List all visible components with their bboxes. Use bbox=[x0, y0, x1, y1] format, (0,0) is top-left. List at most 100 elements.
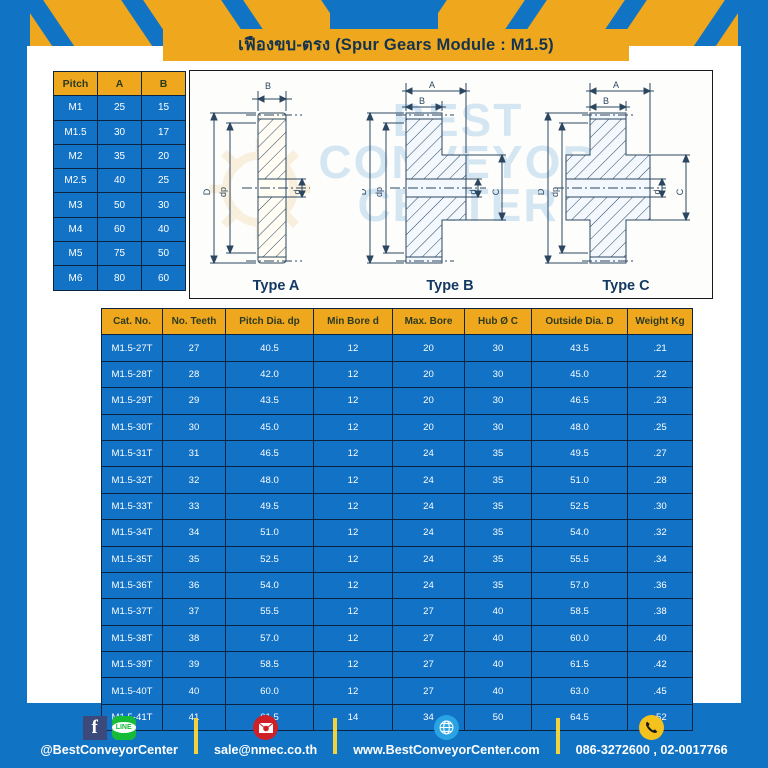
pitch-cell-name: M4 bbox=[53, 216, 98, 243]
pitch-table-row: M3 50 30 bbox=[53, 192, 186, 218]
dim-label-dp: dp bbox=[374, 187, 384, 197]
spec-cell-value: 46.5 bbox=[531, 387, 628, 415]
spec-cell-cat-no: M1.5-30T bbox=[101, 413, 163, 441]
phone-icon-wrap bbox=[639, 715, 665, 741]
spec-cell-value: 35 bbox=[464, 571, 532, 600]
pitch-cell-value: 15 bbox=[141, 95, 186, 121]
spec-cell-value: 30 bbox=[464, 360, 532, 389]
phone-number: 086-3272600 , 02-0017766 bbox=[575, 742, 728, 757]
dim-label-b: B bbox=[265, 81, 271, 91]
globe-icon[interactable] bbox=[433, 715, 459, 740]
spec-cell-value: 12 bbox=[313, 598, 393, 626]
pitch-table-header-row: Pitch A B bbox=[53, 70, 186, 97]
spec-cell-value: 12 bbox=[313, 624, 393, 653]
spec-cell-value: 12 bbox=[313, 413, 393, 441]
spec-cell-value: 60.0 bbox=[531, 624, 628, 653]
page-title-text: เฟืองขบ-ตรง (Spur Gears Module : M1.5) bbox=[238, 36, 554, 54]
spec-cell-value: 35 bbox=[464, 519, 532, 547]
table-row: M1.5-40T 40 60.0 12 27 40 63.0.45 bbox=[101, 677, 693, 705]
phone-icon[interactable] bbox=[639, 715, 665, 740]
spec-col-header: Cat. No. bbox=[101, 307, 163, 336]
spec-cell-value: 20 bbox=[392, 360, 465, 389]
pitch-cell-value: 60 bbox=[141, 265, 186, 291]
spec-cell-value: 46.5 bbox=[225, 439, 314, 468]
spec-cell-value: .38 bbox=[627, 598, 693, 626]
spec-cell-value: 40 bbox=[464, 624, 532, 653]
spec-cell-value: .32 bbox=[627, 519, 693, 547]
spec-cell-value: 45.0 bbox=[531, 360, 628, 389]
spec-cell-value: 12 bbox=[313, 360, 393, 389]
spec-cell-value: 51.0 bbox=[225, 519, 314, 547]
email-icon[interactable] bbox=[253, 715, 279, 740]
pitch-cell-name: M1 bbox=[53, 95, 98, 121]
spec-cell-value: 39 bbox=[162, 651, 226, 679]
spec-col-header: Pitch Dia. dp bbox=[225, 307, 314, 336]
pitch-table-row: M5 75 50 bbox=[53, 241, 186, 267]
spec-cell-value: 20 bbox=[392, 413, 465, 441]
spec-cell-value: 36 bbox=[162, 571, 226, 600]
table-row: M1.5-31T 31 46.5 12 24 35 49.5.27 bbox=[101, 439, 693, 468]
spec-cell-value: 42.0 bbox=[225, 360, 314, 389]
gear-spec-table: Cat. No. No. Teeth Pitch Dia. dp Min Bore d… bbox=[101, 307, 693, 732]
footer-email[interactable]: sale@nmec.co.th bbox=[198, 715, 333, 757]
spec-cell-cat-no: M1.5-36T bbox=[101, 571, 163, 600]
spec-cell-cat-no: M1.5-32T bbox=[101, 466, 163, 494]
gear-type-diagrams: BEST CONVEYOR CENTER bbox=[189, 70, 713, 299]
spec-cell-value: 48.0 bbox=[225, 466, 314, 494]
spec-cell-value: 12 bbox=[313, 651, 393, 679]
spec-cell-value: .25 bbox=[627, 413, 693, 441]
footer-phone[interactable]: 086-3272600 , 02-0017766 bbox=[560, 715, 744, 757]
globe-icon-wrap bbox=[433, 715, 459, 741]
spec-cell-cat-no: M1.5-33T bbox=[101, 492, 163, 521]
spec-cell-value: 48.0 bbox=[531, 413, 628, 441]
spec-cell-value: 58.5 bbox=[531, 598, 628, 626]
spec-cell-value: 54.0 bbox=[531, 519, 628, 547]
pitch-cell-value: 40 bbox=[141, 216, 186, 243]
spec-cell-value: 12 bbox=[313, 387, 393, 415]
pitch-cell-name: M1.5 bbox=[53, 119, 98, 145]
spec-cell-value: 35 bbox=[464, 466, 532, 494]
spec-cell-cat-no: M1.5-39T bbox=[101, 651, 163, 679]
dim-label-b: B bbox=[419, 96, 425, 106]
pitch-cell-value: 60 bbox=[97, 216, 142, 243]
spec-cell-value: 24 bbox=[392, 492, 465, 521]
spec-cell-value: 37 bbox=[162, 598, 226, 626]
spec-cell-value: .34 bbox=[627, 545, 693, 573]
spec-cell-value: 55.5 bbox=[531, 545, 628, 573]
spec-cell-value: 27 bbox=[162, 334, 226, 362]
line-icon-label: LINE bbox=[111, 722, 136, 733]
pitch-table-row: M4 60 40 bbox=[53, 216, 186, 243]
spec-cell-cat-no: M1.5-29T bbox=[101, 387, 163, 415]
spec-cell-value: 20 bbox=[392, 387, 465, 415]
pitch-col-header: B bbox=[141, 70, 186, 97]
pitch-cell-value: 25 bbox=[97, 95, 142, 121]
spec-cell-value: .21 bbox=[627, 334, 693, 362]
table-row: M1.5-33T 33 49.5 12 24 35 52.5.30 bbox=[101, 492, 693, 521]
spec-cell-value: .42 bbox=[627, 651, 693, 679]
dim-label-a: A bbox=[613, 80, 619, 90]
spec-cell-value: 12 bbox=[313, 677, 393, 705]
spec-cell-value: 35 bbox=[162, 545, 226, 573]
spec-cell-cat-no: M1.5-38T bbox=[101, 624, 163, 653]
spec-cell-value: 64.5 bbox=[531, 703, 628, 732]
line-icon[interactable]: LINE bbox=[111, 715, 136, 740]
email-address: sale@nmec.co.th bbox=[213, 742, 318, 757]
spec-cell-value: 51.0 bbox=[531, 466, 628, 494]
spec-cell-value: .22 bbox=[627, 360, 693, 389]
table-row: M1.5-39T 39 58.5 12 27 40 61.5.42 bbox=[101, 651, 693, 679]
facebook-icon[interactable]: f bbox=[82, 715, 107, 740]
spec-cell-value: 61.5 bbox=[531, 651, 628, 679]
pitch-cell-value: 25 bbox=[141, 168, 186, 194]
spec-cell-value: 49.5 bbox=[531, 439, 628, 468]
spec-cell-cat-no: M1.5-37T bbox=[101, 598, 163, 626]
table-row: M1.5-29T 29 43.5 12 20 30 46.5.23 bbox=[101, 387, 693, 415]
spec-cell-value: 60.0 bbox=[225, 677, 314, 705]
pitch-cell-name: M2 bbox=[53, 143, 98, 170]
spec-col-header: No. Teeth bbox=[162, 307, 226, 336]
social-icons: f LINE bbox=[82, 715, 136, 741]
spec-cell-value: 52.5 bbox=[225, 545, 314, 573]
footer-website[interactable]: www.BestConveyorCenter.com bbox=[337, 715, 555, 757]
footer-social[interactable]: f LINE @BestConveyorCenter bbox=[24, 715, 194, 757]
footer-divider bbox=[193, 717, 198, 754]
spec-cell-cat-no: M1.5-31T bbox=[101, 439, 163, 468]
